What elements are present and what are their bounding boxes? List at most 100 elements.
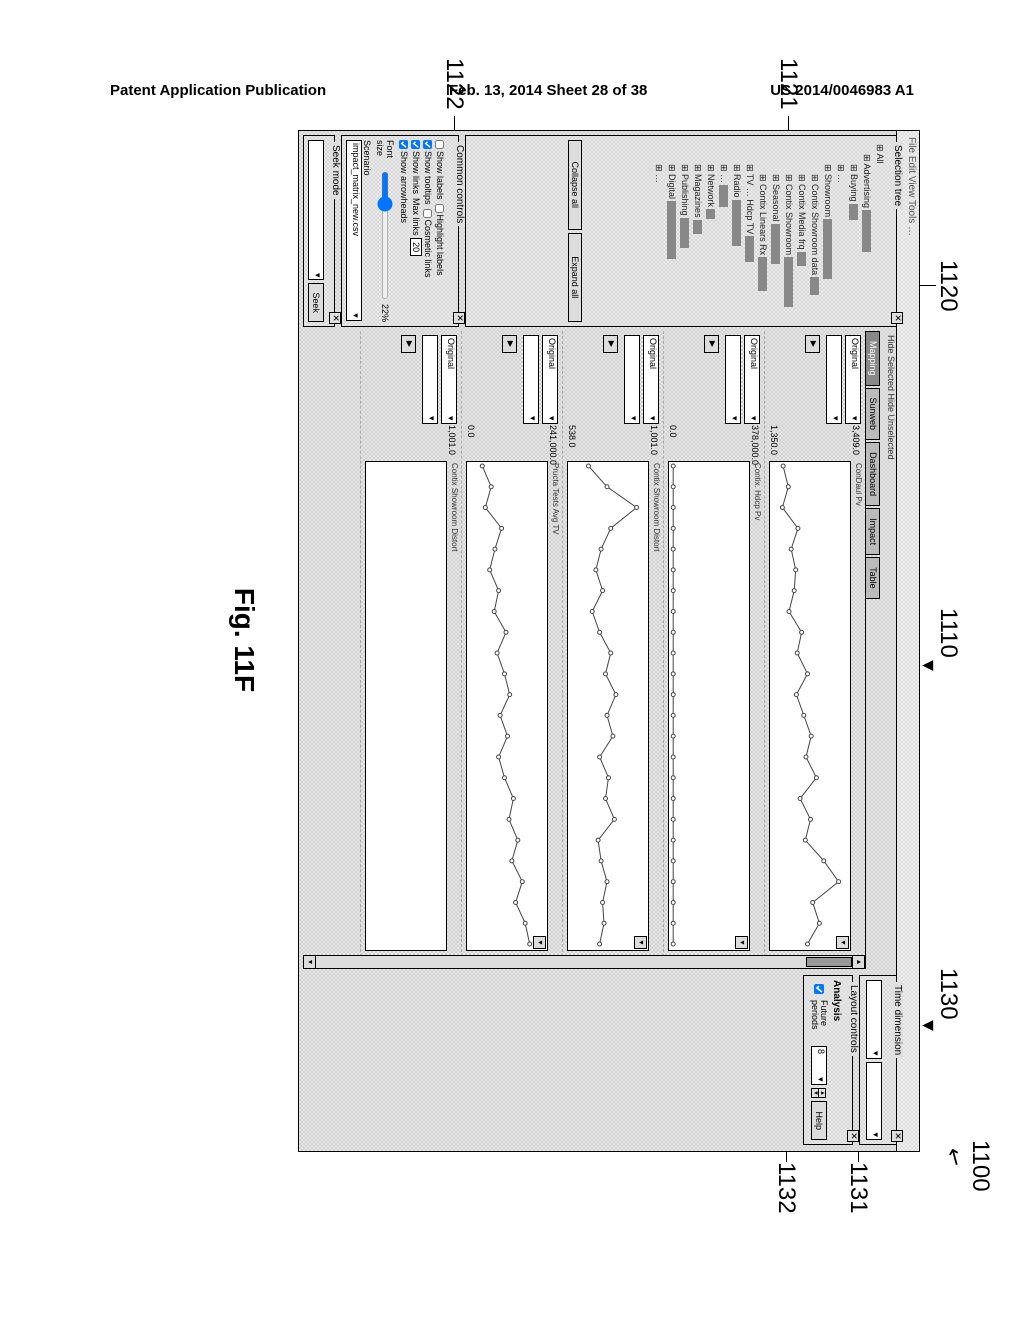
tree-item[interactable]: ⊞ TV … Hdcp TV bbox=[743, 140, 756, 322]
ymax-label: 378,000.0 bbox=[750, 425, 760, 465]
tree-item[interactable]: ⊞ Contix Media frq bbox=[795, 140, 808, 322]
chart-scenario-dropdown[interactable]: Original bbox=[542, 335, 558, 424]
panel-title: Selection tree bbox=[892, 142, 903, 209]
tree-item[interactable]: ⊞ … bbox=[834, 140, 847, 322]
chart-scenario-dropdown[interactable]: Original bbox=[744, 335, 760, 424]
tree-item[interactable]: ⊞ Magazines bbox=[691, 140, 704, 322]
seek-panel: Seek mode ✕ Seek bbox=[303, 135, 335, 327]
tree-item[interactable]: ⊞ … bbox=[717, 140, 730, 322]
tree-item[interactable]: ⊞ Advertising bbox=[860, 140, 873, 322]
tab-sunweb[interactable]: Sunweb bbox=[866, 388, 880, 441]
tab-mapping[interactable]: Mapping bbox=[866, 331, 880, 386]
collapse-all-button[interactable]: Collapse all bbox=[568, 140, 582, 230]
chk-cosmetic-links[interactable]: Cosmetic links bbox=[422, 209, 434, 278]
chk-show-links[interactable]: Show links bbox=[410, 140, 422, 194]
tree-item[interactable]: ⊞ Contix Showroom bbox=[782, 140, 795, 322]
max-links-value[interactable]: 20 bbox=[410, 238, 422, 256]
chart-menu-icon[interactable]: ▾ bbox=[735, 936, 748, 949]
chart-dropdown-2[interactable] bbox=[725, 335, 741, 424]
tree-item[interactable]: ⊞ All bbox=[873, 140, 886, 322]
chart-plot: ▾ bbox=[567, 461, 649, 951]
chart-row: Original ▶378,000.00.0Contix. Hdcp Pv▾ bbox=[663, 331, 764, 957]
close-icon[interactable]: ✕ bbox=[847, 1130, 859, 1142]
tree-item[interactable]: ⊞ Showroom bbox=[821, 140, 834, 322]
spinner[interactable]: ▴▾ bbox=[812, 1088, 827, 1099]
close-icon[interactable]: ✕ bbox=[891, 312, 903, 324]
ymax-label: 1,001.0 bbox=[447, 425, 457, 455]
tree-item[interactable]: ⊞ Contix Linears Rx bbox=[756, 140, 769, 322]
chart-plot: ▾ bbox=[466, 461, 548, 951]
tab-table[interactable]: Table bbox=[866, 557, 880, 599]
font-size-slider[interactable] bbox=[382, 171, 388, 300]
analysis-chk[interactable] bbox=[814, 984, 824, 994]
label: Show labels bbox=[435, 151, 445, 200]
chart-menu-icon[interactable]: ▾ bbox=[836, 936, 849, 949]
chk-highlight-labels[interactable]: Highlight labels bbox=[434, 204, 446, 276]
chart-dropdown-2[interactable] bbox=[422, 335, 438, 424]
max-links-label: Max links 20 bbox=[410, 198, 422, 256]
tree-item[interactable]: ⊞ Buying bbox=[847, 140, 860, 322]
play-icon[interactable]: ▶ bbox=[805, 335, 820, 353]
chart-dropdown-2[interactable] bbox=[624, 335, 640, 424]
future-periods-label: Future periods bbox=[810, 1000, 828, 1043]
seek-button[interactable]: Seek bbox=[308, 283, 324, 322]
tree-item[interactable]: ⊞ Network bbox=[704, 140, 717, 322]
close-icon[interactable]: ✕ bbox=[453, 312, 465, 324]
future-periods-value[interactable]: 8 bbox=[811, 1046, 827, 1085]
chart-scenario-dropdown[interactable]: Original bbox=[845, 335, 861, 424]
tab-dashboard[interactable]: Dashboard bbox=[866, 442, 880, 506]
close-icon[interactable]: ✕ bbox=[329, 312, 341, 324]
figure-caption: Fig. 11F bbox=[228, 588, 260, 692]
chart-menu-icon[interactable]: ▾ bbox=[533, 936, 546, 949]
tab-impact[interactable]: Impact bbox=[866, 508, 880, 555]
panel-title: Time dimension bbox=[892, 982, 903, 1058]
tree-content[interactable]: ⊞ All⊞ Advertising⊞ Buying⊞ …⊞ Showroom⊞… bbox=[586, 140, 886, 322]
callout-1110: 1110 bbox=[934, 608, 962, 658]
chart-plot bbox=[365, 461, 447, 951]
vertical-scrollbar[interactable]: ▴ ▾ bbox=[303, 955, 865, 969]
time-dim-dropdown-1[interactable] bbox=[866, 980, 882, 1059]
play-icon[interactable]: ▶ bbox=[704, 335, 719, 353]
leadline bbox=[920, 285, 936, 287]
callout-1120: 1120 bbox=[934, 260, 962, 312]
play-icon[interactable]: ▶ bbox=[502, 335, 517, 353]
play-icon[interactable]: ▶ bbox=[401, 335, 416, 353]
chk-show-arrowheads[interactable]: Show arrowheads bbox=[399, 140, 409, 223]
chart-scenario-dropdown[interactable]: Original bbox=[643, 335, 659, 424]
help-button[interactable]: Help bbox=[811, 1101, 827, 1140]
callout-1100: 1100 bbox=[966, 1140, 994, 1192]
tree-item[interactable]: ⊞ … bbox=[652, 140, 665, 322]
main-toolbar[interactable]: Hide Selected Hide Unselected bbox=[880, 331, 897, 969]
scroll-thumb[interactable] bbox=[806, 957, 852, 967]
chk-show-tooltips[interactable]: Show tooltips bbox=[422, 140, 434, 205]
tree-item[interactable]: ⊞ Radio bbox=[730, 140, 743, 322]
right-panel: Time dimension ✕ Layout controls ✕ Analy… bbox=[803, 975, 897, 1145]
ymax-label: 1,001.0 bbox=[649, 425, 659, 455]
tree-item[interactable]: ⊞ Publishing bbox=[678, 140, 691, 322]
chart-dropdown-2[interactable] bbox=[826, 335, 842, 424]
close-icon[interactable]: ✕ bbox=[891, 1130, 903, 1142]
scroll-down-icon[interactable]: ▾ bbox=[304, 956, 316, 968]
tree-item[interactable]: ⊞ Contix Showroom data bbox=[808, 140, 821, 322]
tree-item[interactable]: ⊞ Digital bbox=[665, 140, 678, 322]
scenario-dropdown[interactable]: impact_matrix_new.csv bbox=[346, 140, 362, 321]
header-center: Feb. 13, 2014 Sheet 28 of 38 bbox=[449, 82, 647, 99]
tree-item[interactable]: ⊞ Seasonal bbox=[769, 140, 782, 322]
ymin-label: 538.0 bbox=[567, 425, 577, 448]
chart-menu-icon[interactable]: ▾ bbox=[634, 936, 647, 949]
chart-dropdown-2[interactable] bbox=[523, 335, 539, 424]
label: Show links bbox=[411, 151, 421, 194]
chart-plot: ▾ bbox=[668, 461, 750, 951]
scroll-up-icon[interactable]: ▴ bbox=[852, 956, 864, 968]
chart-title: Pructa Tests Avg TV bbox=[551, 463, 560, 535]
charts-area: Original ▶3,409.01,350.0ConDaul Pv▾Origi… bbox=[303, 331, 865, 957]
chart-scenario-dropdown[interactable]: Original bbox=[441, 335, 457, 424]
expand-all-button[interactable]: Expand all bbox=[568, 233, 582, 323]
callout-1132: 1132 bbox=[772, 1162, 800, 1214]
play-icon[interactable]: ▶ bbox=[603, 335, 618, 353]
chk-show-labels[interactable]: Show labels bbox=[434, 140, 446, 200]
ymax-label: 3,409.0 bbox=[851, 425, 861, 455]
seek-dropdown[interactable] bbox=[308, 140, 324, 280]
time-dim-dropdown-2[interactable] bbox=[866, 1062, 882, 1141]
selection-tree-panel: Selection tree ✕ ⊞ All⊞ Advertising⊞ Buy… bbox=[465, 135, 897, 327]
